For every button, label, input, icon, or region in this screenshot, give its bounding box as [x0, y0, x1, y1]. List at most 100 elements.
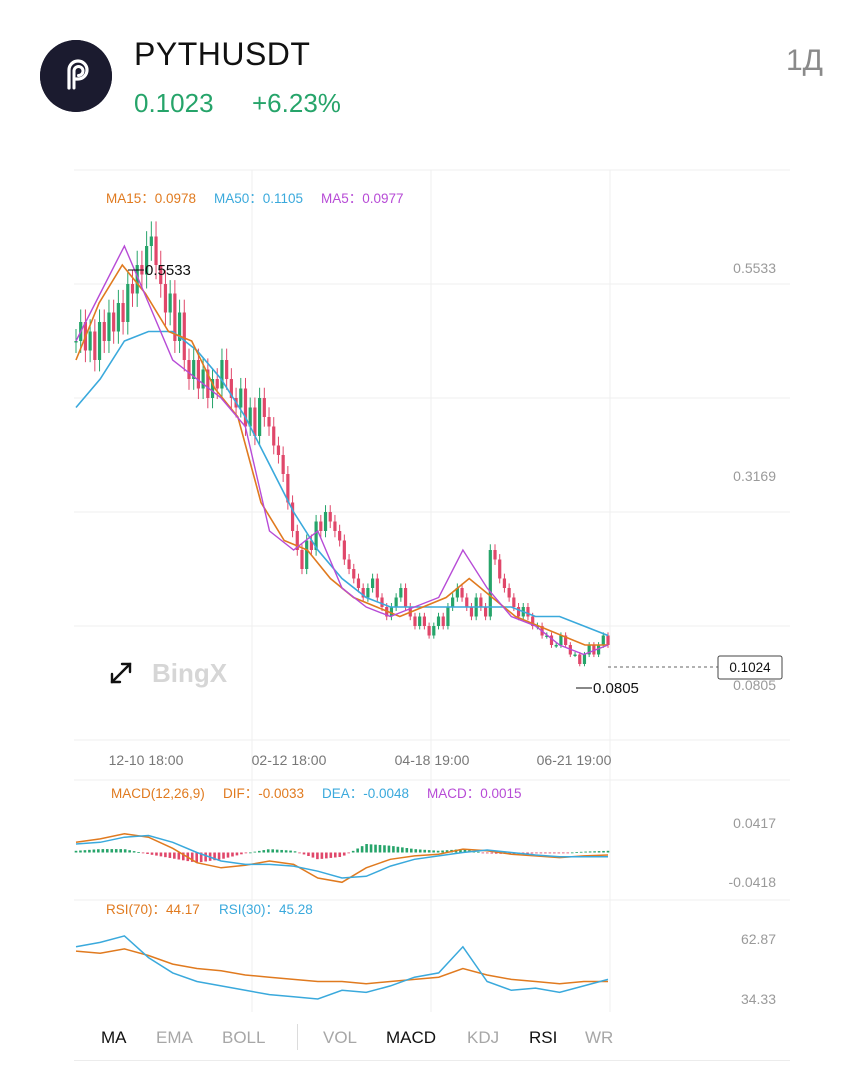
macd-bar [325, 852, 328, 859]
tab-ema[interactable]: EMA [156, 1028, 193, 1047]
macd-bar [566, 852, 570, 854]
interval-selector[interactable]: 1Д [786, 44, 824, 77]
main-grid [74, 169, 790, 1012]
macd-bar [401, 847, 404, 853]
candle-body [168, 293, 172, 313]
rsi30-line [75, 935, 609, 1000]
macd-bar [168, 852, 172, 858]
candle-body [418, 616, 422, 626]
tab-divider [297, 1024, 298, 1050]
macd-dea: DEA：-0.0048 [322, 786, 409, 801]
macd-bar [266, 849, 270, 853]
macd-tick-low: -0.0418 [729, 874, 777, 890]
macd-bar [459, 849, 462, 853]
candle-body [154, 236, 158, 265]
x-tick-4: 06-21 19:00 [537, 752, 612, 768]
candle-body [173, 293, 177, 341]
candle-body [126, 284, 130, 322]
macd-legend: MACD(12,26,9) DIF：-0.0033 DEA：-0.0048 MA… [111, 786, 522, 801]
macd-bar [226, 852, 230, 858]
tab-wr[interactable]: WR [585, 1028, 614, 1047]
price-change: +6.23% [252, 88, 341, 118]
macd-bar [553, 852, 556, 854]
bottom-divider [74, 1060, 790, 1061]
expand-icon[interactable] [110, 662, 132, 684]
candle-body [319, 521, 323, 531]
candles-layer [74, 221, 610, 667]
candle-body [441, 616, 445, 626]
candle-body [498, 559, 502, 579]
candle-body [371, 578, 375, 588]
macd-bar [190, 852, 194, 862]
tab-vol[interactable]: VOL [323, 1028, 358, 1047]
macd-bar [110, 849, 114, 853]
macd-bar [548, 852, 552, 854]
candle-body [606, 635, 610, 645]
macd-bar [365, 844, 368, 853]
candle-body [380, 597, 384, 607]
candle-body [258, 398, 262, 436]
macd-bar [347, 852, 351, 854]
candle-body [356, 578, 361, 588]
rsi-tick-low: 34.33 [741, 991, 776, 1007]
x-tick-1: 12-10 18:00 [109, 752, 184, 768]
rsi-tick-high: 62.87 [741, 931, 776, 947]
bingx-watermark: BingX [152, 658, 228, 688]
macd-histogram [74, 844, 610, 863]
macd-bar [490, 852, 494, 854]
tab-rsi[interactable]: RSI [529, 1028, 558, 1047]
macd-bar [316, 852, 319, 860]
last-price-tag: 0.1024 [729, 660, 771, 675]
candle-body [182, 312, 186, 360]
macd-tick-high: 0.0417 [733, 815, 776, 831]
macd-bar [477, 851, 480, 853]
candle-body [196, 360, 201, 389]
macd-bar [575, 852, 579, 853]
macd-bar [544, 852, 547, 854]
candle-body [225, 360, 229, 379]
candle-body [399, 588, 403, 598]
low-marker: 0.0805 [576, 680, 639, 697]
macd-dif: DIF：-0.0033 [223, 786, 304, 801]
candle-body [361, 588, 365, 598]
macd-bar [146, 852, 149, 854]
macd-bar [593, 851, 596, 853]
candle-body [516, 607, 521, 617]
macd-bar [579, 851, 583, 853]
macd-bar [481, 852, 485, 854]
candle-body [342, 540, 346, 560]
pyth-logo-icon [40, 40, 112, 112]
macd-bar [173, 852, 176, 859]
macd-bar [181, 852, 185, 861]
candle-body [112, 312, 116, 332]
candle-body [149, 236, 153, 246]
rsi-legend: RSI(70)：44.17 RSI(30)：45.28 [106, 902, 313, 917]
macd-bar [79, 850, 82, 853]
macd-bar [88, 849, 91, 853]
macd-bar [405, 848, 409, 853]
macd-bar [414, 849, 418, 853]
tab-macd[interactable]: MACD [386, 1028, 437, 1047]
candle-body [338, 531, 342, 541]
macd-bar [74, 850, 78, 853]
macd-bar [253, 851, 257, 853]
chart-canvas[interactable]: MA15：0.0978 MA50：0.1105 MA5：0.0977 0.553… [0, 0, 864, 1020]
tab-boll[interactable]: BOLL [222, 1028, 266, 1047]
tab-ma[interactable]: MA [101, 1028, 127, 1047]
macd-bar [105, 849, 109, 853]
candle-body [559, 635, 563, 645]
candle-body [93, 331, 97, 360]
dif-line [75, 833, 609, 884]
macd-bar [293, 851, 297, 853]
candle-body [253, 407, 257, 436]
macd-bar [374, 844, 377, 853]
macd-bar [213, 852, 216, 861]
macd-bar [280, 849, 283, 853]
macd-bar [262, 850, 266, 853]
macd-bar [333, 852, 337, 858]
macd-bar [195, 852, 199, 863]
candle-body [507, 588, 511, 598]
macd-bar [378, 844, 382, 853]
x-tick-2: 02-12 18:00 [252, 752, 327, 768]
tab-kdj[interactable]: KDJ [467, 1028, 500, 1047]
